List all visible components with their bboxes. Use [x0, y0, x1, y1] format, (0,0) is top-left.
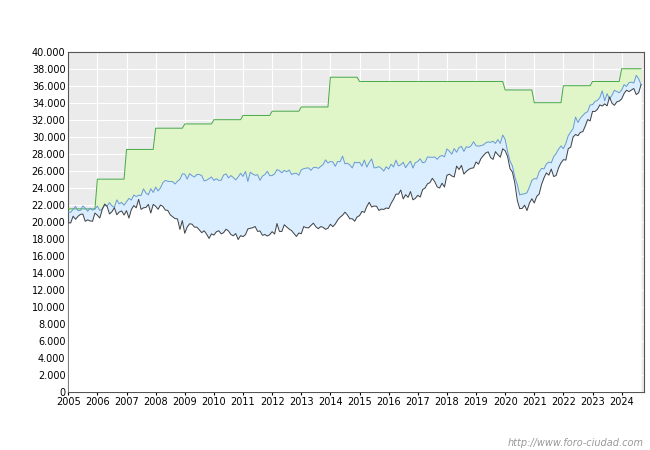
Text: http://www.foro-ciudad.com: http://www.foro-ciudad.com — [508, 438, 644, 448]
Text: Adeje - Evolucion de la poblacion en edad de Trabajar Septiembre de 2024: Adeje - Evolucion de la poblacion en eda… — [86, 17, 564, 30]
Text: FORO-CIUDAD.COM: FORO-CIUDAD.COM — [190, 207, 522, 236]
